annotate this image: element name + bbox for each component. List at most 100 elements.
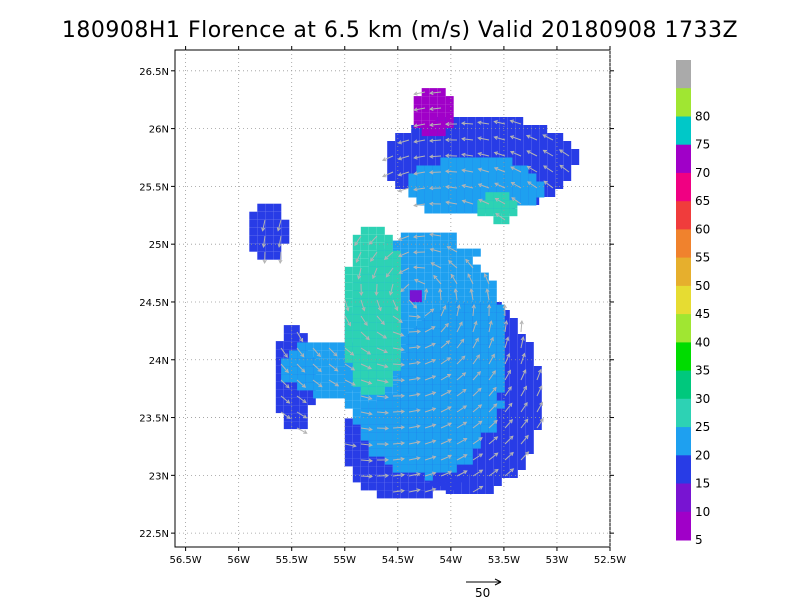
wind-cell-core-cyan [488,312,497,321]
wind-vector [424,391,436,397]
wind-cell-nw-fragment [257,227,266,236]
wind-cell-core-cyan [464,432,473,441]
wind-cell-west-arm-cyan [297,358,306,367]
wind-vector-head [428,201,434,206]
wind-vector-head [384,364,389,369]
wind-vector [488,436,498,445]
wind-vector [472,453,483,461]
wind-cell-north-band-cyan [456,181,465,190]
wind-cell-east-lobe [453,486,462,494]
wind-vector [440,471,452,477]
wind-cell-west-arm-cyan [289,358,298,367]
wind-cell-core-cyan [464,424,473,433]
wind-vector [559,149,570,157]
wind-cell-core-cyan [480,392,489,401]
wind-cell-core-cyan [464,456,473,465]
wind-cell-south-arc [464,466,473,475]
wind-vector [392,299,398,311]
wind-vector-head [277,243,282,248]
wind-cell-north-band-cyan [528,181,537,190]
wind-cell-north-cap [437,104,446,113]
wind-cell-eyewall-teal [376,290,385,299]
wind-vector [424,456,436,461]
wind-cell-core-cyan [456,392,465,401]
wind-cell-eyewall-teal [368,266,377,275]
wind-cell-core-cyan [400,392,409,401]
wind-vector-head [400,488,405,494]
wind-cell-core-cyan [424,256,433,265]
wind-vector [472,420,483,429]
wind-cell-core-cyan [400,384,409,393]
wind-cell-east-lobe [493,430,502,438]
wind-cell-nw-fragment [257,235,266,244]
wind-vector [408,393,420,397]
wind-cell-south-arc [344,426,353,435]
wind-vector [424,326,435,333]
wind-cell-west-arm-cyan [305,350,314,359]
wind-cell-west-arm-cyan [329,358,338,367]
wind-cell-south-arc [352,466,361,475]
wind-vector-head [416,360,421,365]
wind-cell-core-cyan [456,312,465,321]
wind-cell-north-band-cyan [464,181,473,190]
wind-cell-eyewall-teal [368,242,377,251]
wind-cell-north-cap [413,120,422,129]
wind-vector [478,137,490,141]
wind-cell-west-spur [299,421,308,430]
wind-cell-core-cyan [400,408,409,417]
wind-cell-core-cyan [488,400,497,409]
wind-vector-head [361,306,366,312]
wind-vector [456,454,467,461]
wind-cell-core-cyan [416,264,425,273]
wind-cell-core-cyan [472,408,481,417]
wind-vector [360,379,372,385]
wind-cell-core-cyan [368,392,377,401]
wind-cell-eyewall-teal [376,258,385,267]
wind-vector-head [381,157,387,162]
colorbar-bin [676,370,691,400]
colorbar-bin [676,285,691,315]
wind-cell-core-cyan [416,464,425,473]
wind-vector [478,199,490,205]
wind-cell-eyewall-teal [360,250,369,259]
wind-vector [450,274,458,285]
colorbar-bin [676,314,691,343]
wind-vector-head [388,291,394,296]
wind-cell-core-cyan [440,296,449,305]
wind-vector [504,386,512,397]
wind-cell-north-band-cyan [416,197,425,206]
wind-vector-head [477,120,482,125]
wind-cell-north-band [451,149,460,157]
wind-vector [526,150,538,157]
wind-cell-north-band-cyan [448,181,457,190]
wind-vector [542,134,554,141]
wind-vector [392,410,405,413]
wind-cell-core-cyan [416,328,425,337]
wind-cell-east-lobe [477,446,486,454]
lon-tick-label: 53W [546,555,569,566]
wind-cell-eyewall-teal [368,306,377,315]
wind-vector-head [430,262,435,267]
wind-cell-core-cyan [392,240,401,249]
wind-vector [504,452,514,461]
wind-cell-north-band [515,157,524,165]
wind-cell-nw-fragment [265,251,274,260]
wind-cell-core-cyan [432,320,441,329]
wind-cell-eyewall-teal [368,370,377,379]
wind-vector [408,457,420,461]
wind-cell-north-band [563,141,572,149]
wind-cell-north-band-cyan [504,157,513,166]
wind-cell-eyewall-teal [360,226,369,235]
wind-cell-west-arm-cyan [305,342,314,351]
wind-cell-west-spur [275,349,284,358]
wind-cell-east-lobe [493,454,502,462]
wind-vector [382,171,394,178]
wind-cell-east-lobe [525,446,534,454]
wind-cell-north-band-cyan [472,181,481,190]
wind-cell-core-cyan [472,312,481,321]
wind-vector-head [384,394,389,400]
wind-cell-core-cyan [480,360,489,369]
wind-cell-core-cyan [440,432,449,441]
wind-cell-south-arc [368,474,377,483]
